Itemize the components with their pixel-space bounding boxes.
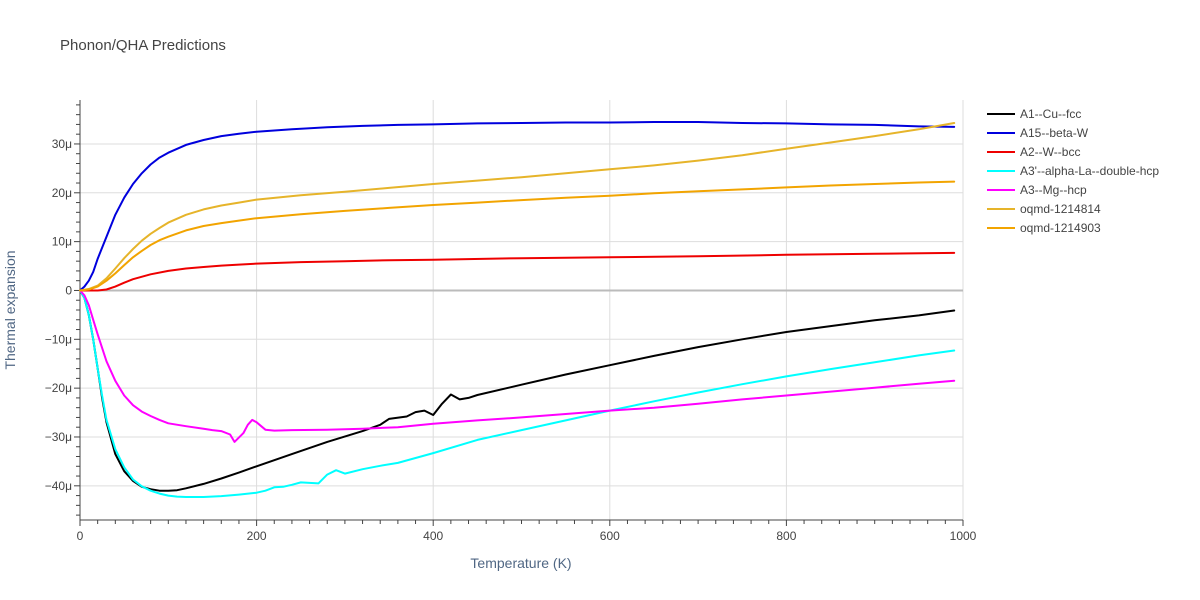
x-tick-label: 1000 xyxy=(950,529,977,543)
legend-label: A1--Cu--fcc xyxy=(1020,107,1081,121)
x-tick-label: 600 xyxy=(600,529,620,543)
y-tick-label: −30μ xyxy=(45,430,72,444)
y-tick-label: 0 xyxy=(65,283,72,297)
x-tick-label: 200 xyxy=(247,529,267,543)
legend-label: A2--W--bcc xyxy=(1020,145,1080,159)
legend-label: oqmd-1214814 xyxy=(1020,202,1101,216)
legend-item[interactable]: oqmd-1214903 xyxy=(987,221,1101,235)
legend[interactable]: A1--Cu--fcc A15--beta-W A2--W--bcc A3'--alp… xyxy=(987,107,1159,235)
series-line-3[interactable] xyxy=(79,289,956,498)
series-line-5[interactable] xyxy=(79,122,956,292)
legend-item[interactable]: A2--W--bcc xyxy=(987,145,1080,159)
chart-title: Phonon/QHA Predictions xyxy=(60,37,226,54)
y-axis-title: Thermal expansion xyxy=(2,250,18,369)
series-line-2[interactable] xyxy=(79,251,956,292)
series-line-0[interactable] xyxy=(79,289,956,492)
legend-item[interactable]: A3--Mg--hcp xyxy=(987,183,1087,197)
legend-item[interactable]: A1--Cu--fcc xyxy=(987,107,1081,121)
series-line-1[interactable] xyxy=(79,121,956,292)
x-tick-label: 400 xyxy=(423,529,443,543)
y-tick-label: −10μ xyxy=(45,332,72,346)
plot-area xyxy=(79,121,956,498)
y-tick-label: 20μ xyxy=(52,186,72,200)
legend-item[interactable]: oqmd-1214814 xyxy=(987,202,1101,216)
x-tick-label: 800 xyxy=(776,529,796,543)
legend-label: A3--Mg--hcp xyxy=(1020,183,1087,197)
y-tick-label: −40μ xyxy=(45,479,72,493)
x-tick-label: 0 xyxy=(77,529,84,543)
series-line-6[interactable] xyxy=(79,180,956,292)
legend-label: A15--beta-W xyxy=(1020,126,1089,140)
y-tick-label: 10μ xyxy=(52,235,72,249)
legend-item[interactable]: A3'--alpha-La--double-hcp xyxy=(987,164,1159,178)
grid xyxy=(80,100,964,520)
x-axis-title: Temperature (K) xyxy=(470,555,571,571)
legend-item[interactable]: A15--beta-W xyxy=(987,126,1089,140)
y-tick-label: −20μ xyxy=(45,381,72,395)
series-line-4[interactable] xyxy=(79,289,956,443)
legend-label: A3'--alpha-La--double-hcp xyxy=(1020,164,1159,178)
axes: 0 200 400 600 800 1000 −40μ −30μ −20μ −10μ 0 10μ 20μ… xyxy=(45,100,977,543)
y-tick-label: 30μ xyxy=(52,137,72,151)
legend-label: oqmd-1214903 xyxy=(1020,221,1101,235)
